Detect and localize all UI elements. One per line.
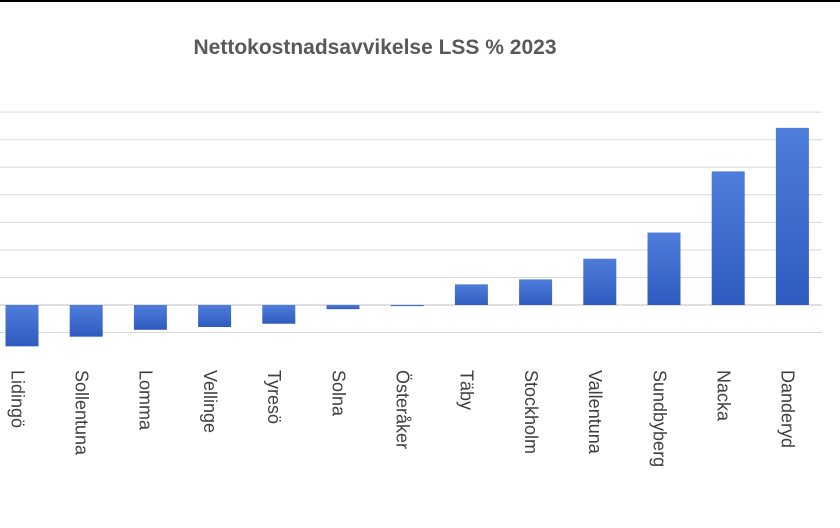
- category-label: Stockholm: [521, 370, 541, 454]
- bar-tyresö: [262, 305, 296, 324]
- bar-vallentuna: [583, 258, 617, 305]
- category-label: Nacka: [713, 370, 733, 422]
- bar-vellinge: [198, 305, 232, 328]
- category-label: Lidingö: [7, 370, 27, 428]
- chart-title: Nettokostnadsavvikelse LSS % 2023: [193, 36, 557, 59]
- category-label: Vellinge: [200, 370, 220, 433]
- bar-lidingö: [5, 305, 39, 347]
- category-label: Täby: [457, 370, 477, 410]
- gridlines: [0, 111, 822, 334]
- bars: [5, 127, 809, 347]
- category-label: Sollentuna: [71, 370, 91, 456]
- category-label: Danderyd: [778, 370, 798, 448]
- bar-nacka: [711, 171, 745, 305]
- bar-stockholm: [519, 279, 553, 305]
- bar-österåker: [390, 305, 424, 307]
- bar-sundbyberg: [647, 232, 681, 305]
- category-label: Tyresö: [264, 370, 284, 424]
- bar-sollentuna: [69, 305, 103, 337]
- category-label: Solna: [328, 370, 348, 417]
- category-label: Österåker: [392, 370, 412, 449]
- category-label: Lomma: [136, 370, 156, 431]
- category-label: Sundbyberg: [649, 370, 669, 467]
- bar-lomma: [133, 305, 167, 330]
- bar-solna: [326, 305, 360, 310]
- category-labels: Lidingö Sollentuna Lomma Vellinge Tyresö Soln…: [7, 370, 797, 467]
- category-label: Vallentuna: [585, 370, 605, 455]
- bar-täby: [454, 284, 488, 305]
- bar-danderyd: [775, 127, 809, 305]
